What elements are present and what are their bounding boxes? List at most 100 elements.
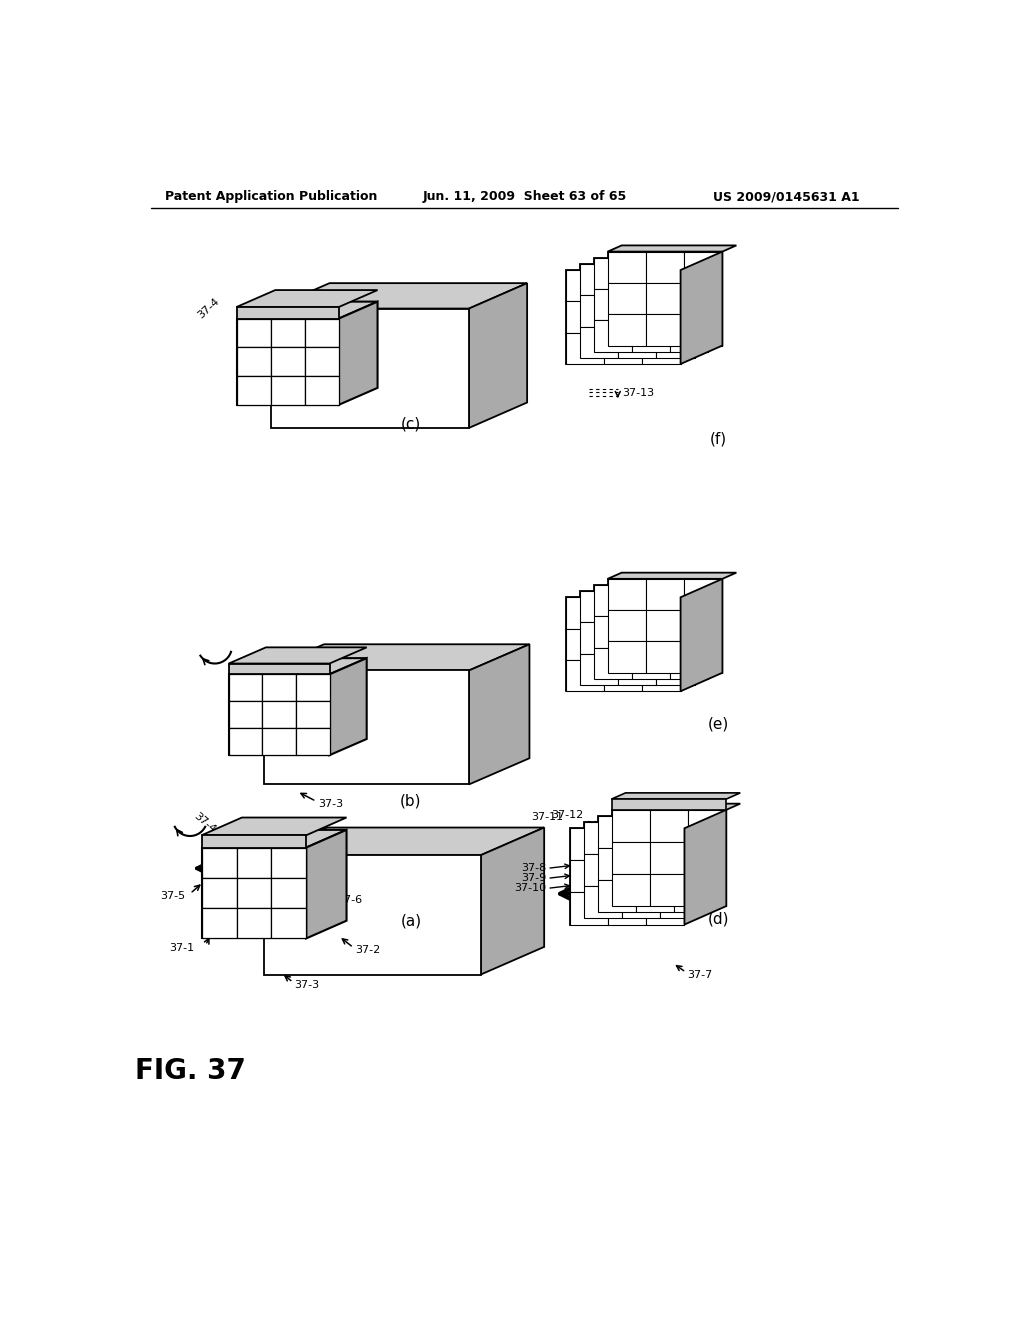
Polygon shape — [646, 579, 684, 610]
Polygon shape — [632, 321, 671, 351]
Text: 37-2: 37-2 — [355, 945, 380, 954]
Polygon shape — [607, 246, 736, 252]
Polygon shape — [604, 333, 642, 364]
Polygon shape — [228, 675, 330, 755]
Polygon shape — [566, 598, 604, 628]
Polygon shape — [656, 264, 694, 296]
Polygon shape — [646, 829, 684, 861]
Polygon shape — [598, 847, 636, 880]
Polygon shape — [688, 874, 726, 906]
Polygon shape — [270, 376, 305, 405]
Polygon shape — [681, 252, 722, 364]
Polygon shape — [271, 847, 306, 878]
Polygon shape — [608, 861, 646, 892]
Polygon shape — [566, 271, 681, 364]
Polygon shape — [604, 301, 642, 333]
Polygon shape — [237, 908, 271, 939]
Polygon shape — [622, 822, 660, 854]
Polygon shape — [607, 573, 736, 579]
Polygon shape — [296, 701, 330, 729]
Polygon shape — [305, 318, 339, 347]
Polygon shape — [607, 642, 646, 673]
Polygon shape — [656, 326, 694, 358]
Polygon shape — [618, 623, 656, 653]
Polygon shape — [636, 847, 674, 880]
Polygon shape — [632, 616, 671, 648]
Polygon shape — [598, 816, 713, 912]
Polygon shape — [580, 326, 618, 358]
Polygon shape — [237, 308, 339, 318]
Polygon shape — [632, 257, 671, 289]
Polygon shape — [688, 842, 726, 874]
Polygon shape — [618, 264, 656, 296]
Polygon shape — [263, 855, 480, 974]
Polygon shape — [660, 854, 698, 886]
Polygon shape — [611, 804, 740, 810]
Polygon shape — [674, 816, 713, 847]
Polygon shape — [566, 628, 604, 660]
Polygon shape — [296, 729, 330, 755]
Polygon shape — [618, 591, 656, 623]
Polygon shape — [237, 847, 271, 878]
Polygon shape — [263, 828, 544, 855]
Polygon shape — [684, 252, 722, 282]
Text: US 2009/0145631 A1: US 2009/0145631 A1 — [714, 190, 860, 203]
Polygon shape — [688, 810, 726, 842]
Polygon shape — [594, 289, 632, 321]
Polygon shape — [684, 282, 722, 314]
Polygon shape — [642, 333, 681, 364]
Text: 37-3: 37-3 — [317, 799, 343, 809]
Polygon shape — [611, 793, 740, 799]
Polygon shape — [237, 376, 270, 405]
Polygon shape — [632, 289, 671, 321]
Polygon shape — [594, 648, 632, 678]
Text: Patent Application Publication: Patent Application Publication — [165, 190, 378, 203]
Polygon shape — [607, 610, 646, 642]
Polygon shape — [270, 318, 305, 347]
Polygon shape — [237, 347, 270, 376]
Text: (e): (e) — [708, 717, 729, 731]
Polygon shape — [594, 585, 632, 616]
Polygon shape — [646, 642, 684, 673]
Polygon shape — [684, 642, 722, 673]
Polygon shape — [618, 296, 656, 326]
Polygon shape — [202, 830, 346, 847]
Polygon shape — [237, 318, 339, 405]
Text: 37-3: 37-3 — [295, 979, 319, 990]
Polygon shape — [607, 579, 646, 610]
Polygon shape — [566, 271, 604, 301]
Polygon shape — [674, 847, 713, 880]
Polygon shape — [580, 296, 618, 326]
Polygon shape — [622, 886, 660, 919]
Polygon shape — [636, 880, 674, 912]
Polygon shape — [271, 309, 469, 428]
Text: 37-13: 37-13 — [623, 388, 654, 399]
Polygon shape — [656, 623, 694, 653]
Text: (b): (b) — [400, 793, 422, 809]
Text: FIG. 37: FIG. 37 — [134, 1057, 246, 1085]
Polygon shape — [636, 816, 674, 847]
Polygon shape — [202, 878, 237, 908]
Text: 37-9: 37-9 — [521, 874, 547, 883]
Polygon shape — [607, 252, 722, 346]
Polygon shape — [569, 829, 684, 924]
Polygon shape — [684, 314, 722, 346]
Polygon shape — [580, 264, 694, 358]
Polygon shape — [611, 799, 726, 810]
Polygon shape — [228, 647, 367, 664]
Text: 37-5: 37-5 — [161, 891, 185, 902]
Text: 37-7: 37-7 — [687, 970, 713, 979]
Polygon shape — [237, 878, 271, 908]
Polygon shape — [608, 892, 646, 924]
Polygon shape — [566, 301, 604, 333]
Polygon shape — [642, 628, 681, 660]
Text: 37-10: 37-10 — [514, 883, 547, 894]
Polygon shape — [262, 729, 296, 755]
Polygon shape — [608, 829, 646, 861]
Text: 37-4: 37-4 — [196, 297, 221, 321]
Text: (d): (d) — [708, 912, 729, 927]
Polygon shape — [305, 376, 339, 405]
Polygon shape — [632, 648, 671, 678]
Polygon shape — [237, 302, 378, 318]
Polygon shape — [237, 290, 378, 308]
